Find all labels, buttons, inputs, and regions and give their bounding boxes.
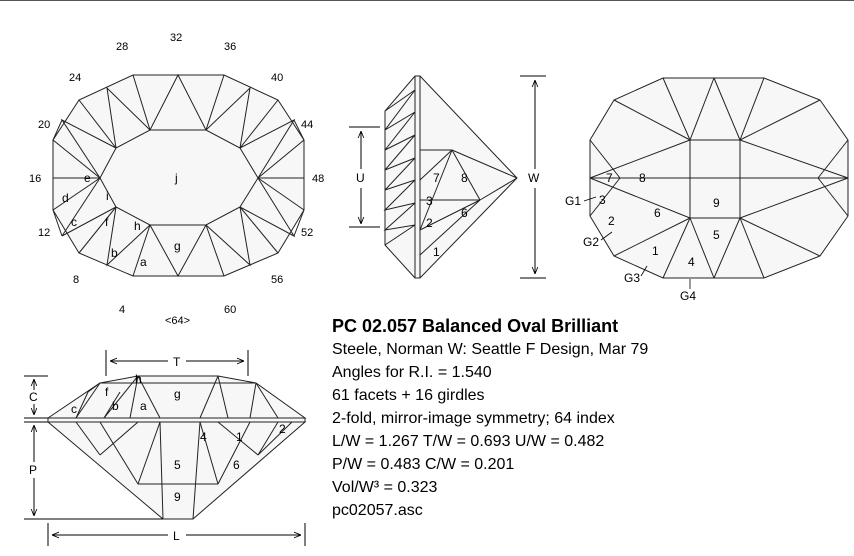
index-8: 8: [73, 274, 79, 286]
index-12: 12: [38, 227, 50, 239]
side-label-6: 6: [461, 206, 468, 220]
crown-label-a: a: [140, 255, 147, 269]
pav-label-8: 8: [639, 171, 646, 185]
girdle-label-g4: G4: [680, 289, 696, 303]
index-60: 60: [224, 304, 236, 316]
index-48: 48: [312, 173, 324, 185]
side-label-1: 1: [433, 245, 440, 259]
profile-label-a: a: [140, 399, 147, 413]
pavilion-view: [589, 77, 849, 279]
pav-label-6: 6: [654, 206, 661, 220]
pav-label-4: 4: [688, 255, 695, 269]
profile-label-h: h: [135, 372, 142, 386]
design-author: Steele, Norman W: Seattle F Design, Mar …: [332, 341, 649, 358]
crown-label-e: e: [84, 171, 91, 185]
side-dim-u: U: [356, 171, 365, 185]
girdle-label-g1: G1: [565, 194, 581, 208]
profile-dim-t: T: [173, 355, 181, 369]
profile-label-6: 6: [233, 458, 240, 472]
crown-label-d: d: [62, 191, 69, 205]
design-angles: Angles for R.I. = 1.540: [332, 364, 492, 381]
profile-label-b: b: [112, 399, 119, 413]
index-40: 40: [271, 72, 283, 84]
design-facet-count: 61 facets + 16 girdles: [332, 387, 485, 404]
design-info: PC 02.057 Balanced Oval Brilliant Steele…: [332, 314, 648, 522]
girdle-leaders: [583, 196, 691, 289]
crown-label-f: f: [105, 215, 109, 229]
crown-label-b: b: [111, 246, 118, 260]
profile-label-c: c: [71, 402, 77, 416]
index-20: 20: [38, 119, 50, 131]
design-ratios-2: P/W = 0.483 C/W = 0.201: [332, 456, 515, 473]
index-36: 36: [224, 41, 236, 53]
index-28: 28: [116, 41, 128, 53]
side-label-7: 7: [433, 171, 440, 185]
profile-label-9: 9: [174, 490, 181, 504]
dim-t: [105, 350, 249, 376]
crown-label-g: g: [174, 239, 181, 253]
index-16: 16: [29, 173, 41, 185]
crown-label-i: i: [106, 189, 109, 203]
profile-label-1: 1: [236, 430, 243, 444]
side-outline: [384, 75, 518, 279]
design-filename: pc02057.asc: [332, 502, 423, 519]
dim-l: [47, 523, 306, 546]
profile-view: [46, 375, 307, 520]
side-label-2: 2: [426, 216, 433, 230]
profile-dim-l: L: [173, 529, 180, 543]
pav-label-2: 2: [608, 214, 615, 228]
dim-w: [520, 75, 546, 279]
design-title: PC 02.057 Balanced Oval Brilliant: [332, 316, 619, 336]
profile-label-4: 4: [200, 430, 207, 444]
crown-label-j: j: [174, 171, 178, 185]
profile-label-5: 5: [174, 458, 181, 472]
dim-p: [24, 421, 163, 520]
side-label-3: 3: [426, 194, 433, 208]
pav-label-3: 3: [599, 193, 606, 207]
index-56: 56: [271, 274, 283, 286]
index-32: 32: [170, 32, 182, 44]
top-border-line: [0, 0, 854, 1]
index-52: 52: [301, 227, 313, 239]
girdle-label-g2: G2: [583, 235, 599, 249]
design-volume: Vol/W³ = 0.323: [332, 479, 438, 496]
design-symmetry: 2-fold, mirror-image symmetry; 64 index: [332, 410, 615, 427]
pav-label-5: 5: [713, 228, 720, 242]
index-24: 24: [69, 72, 81, 84]
crown-label-c: c: [71, 215, 77, 229]
side-view: [383, 75, 518, 279]
side-label-8: 8: [461, 171, 468, 185]
pav-label-7: 7: [606, 171, 613, 185]
girdle-label-g3: G3: [624, 271, 640, 285]
side-dim-w: W: [528, 171, 540, 185]
profile-label-g: g: [174, 387, 181, 401]
index-4: 4: [119, 304, 125, 316]
design-ratios-1: L/W = 1.267 T/W = 0.693 U/W = 0.482: [332, 433, 605, 450]
dim-u: [349, 126, 380, 228]
index-44: 44: [301, 119, 313, 131]
profile-dim-c: C: [29, 390, 38, 404]
crown-view: [52, 73, 305, 278]
pav-label-1: 1: [652, 244, 659, 258]
crown-label-h: h: [134, 219, 141, 233]
index-64: <64>: [165, 315, 190, 327]
pav-label-9: 9: [713, 196, 720, 210]
profile-label-f: f: [105, 385, 109, 399]
profile-dim-p: P: [29, 463, 37, 477]
profile-label-2: 2: [279, 422, 286, 436]
dim-c: [24, 375, 48, 419]
